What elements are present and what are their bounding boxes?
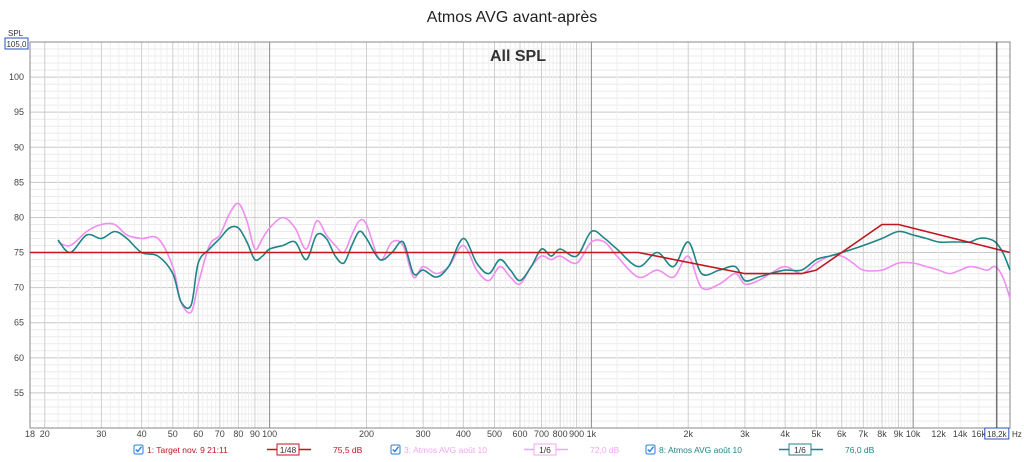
y-tick-label: 60 [14, 353, 24, 363]
x-tick-label: 7k [859, 429, 869, 439]
x-tick-label: 4k [780, 429, 790, 439]
x-tick-label: 16k [972, 429, 987, 439]
series-group [30, 202, 1011, 314]
legend-checkbox[interactable] [645, 444, 656, 455]
x-tick-label: 500 [487, 429, 502, 439]
chart-title: Atmos AVG avant-après [427, 9, 597, 26]
y-tick-label: 75 [14, 248, 24, 258]
x-tick-label: 8k [877, 429, 887, 439]
x-tick-label: 60 [193, 429, 203, 439]
legend-series-name: 3: Atmos AVG août 10 [404, 445, 487, 455]
legend-smoothing-box[interactable]: 1/6 [788, 443, 812, 456]
legend-checkbox[interactable] [133, 444, 144, 455]
legend-checkbox[interactable] [390, 444, 401, 455]
series-line-3 [57, 225, 1011, 310]
y-axis-label: SPL [8, 29, 24, 38]
x-tick-label: 6k [837, 429, 847, 439]
x-tick-label: 90 [250, 429, 260, 439]
legend-level: 75,5 dB [333, 445, 363, 455]
x-tick-label: 600 [512, 429, 527, 439]
series-line-1 [30, 223, 1011, 275]
legend-level: 72,0 dB [590, 445, 620, 455]
y-tick-label: 85 [14, 177, 24, 187]
y-axis: 55 60 65 70 75 80 85 90 95 100 [9, 72, 24, 398]
x-tick-label: 400 [456, 429, 471, 439]
y-tick-label: 55 [14, 388, 24, 398]
x-tick-label: 9k [894, 429, 904, 439]
x-tick-label: 300 [416, 429, 431, 439]
chart-subtitle: All SPL [490, 48, 546, 65]
x-tick-label: 200 [359, 429, 374, 439]
y-tick-label: 95 [14, 107, 24, 117]
x-axis: 18 20 30 40 50 60 70 80 90 100 200 300 400 500 600 700 8… [25, 429, 987, 439]
x-tick-label: 18 [25, 429, 35, 439]
x-tick-label: 700 [534, 429, 549, 439]
x-cursor-readout: 18,2k [987, 430, 1008, 439]
x-tick-label: 12k [931, 429, 946, 439]
legend-item-1: 1: Target nov. 9 21:11 1/48 75,5 dB [133, 443, 363, 456]
series-line-2 [57, 202, 1011, 314]
x-tick-label: 80 [233, 429, 243, 439]
x-axis-unit: Hz [1012, 430, 1022, 439]
y-tick-label: 65 [14, 318, 24, 328]
x-tick-label: 70 [215, 429, 225, 439]
x-tick-label: 40 [137, 429, 147, 439]
y-tick-label: 100 [9, 72, 24, 82]
legend-level: 76,0 dB [845, 445, 875, 455]
y-tick-label: 90 [14, 142, 24, 152]
y-tick-label: 70 [14, 283, 24, 293]
x-tick-label: 900 [569, 429, 584, 439]
legend-smoothing-label: 1/48 [280, 445, 297, 455]
legend-item-3: 8: Atmos AVG août 10 1/6 76,0 dB [645, 443, 875, 456]
legend-smoothing-label: 1/6 [794, 445, 806, 455]
x-tick-label: 30 [96, 429, 106, 439]
legend-smoothing-box[interactable]: 1/6 [533, 443, 557, 456]
plot-grid [30, 42, 1010, 428]
x-tick-label: 5k [812, 429, 822, 439]
y-tick-label: 80 [14, 212, 24, 222]
legend-series-name: 8: Atmos AVG août 10 [659, 445, 742, 455]
legend-smoothing-label: 1/6 [539, 445, 551, 455]
x-tick-label: 100 [262, 429, 277, 439]
legend-item-2: 3: Atmos AVG août 10 1/6 72,0 dB [390, 443, 620, 456]
x-tick-label: 50 [168, 429, 178, 439]
y-top-readout-box[interactable]: 105,0 [4, 37, 29, 50]
x-tick-label: 14k [953, 429, 968, 439]
legend: 1: Target nov. 9 21:11 1/48 75,5 dB 3: Atmo… [133, 443, 875, 456]
x-tick-label: 3k [740, 429, 750, 439]
x-tick-label: 20 [40, 429, 50, 439]
y-top-readout: 105,0 [6, 40, 27, 49]
x-tick-label: 1k [587, 429, 597, 439]
plot-frame [29, 41, 1011, 429]
x-tick-label: 10k [906, 429, 921, 439]
legend-smoothing-box[interactable]: 1/48 [276, 443, 300, 456]
x-cursor-readout-box[interactable]: 18,2k [984, 427, 1010, 440]
legend-series-name: 1: Target nov. 9 21:11 [147, 445, 228, 455]
x-tick-label: 2k [683, 429, 693, 439]
x-tick-label: 800 [553, 429, 568, 439]
